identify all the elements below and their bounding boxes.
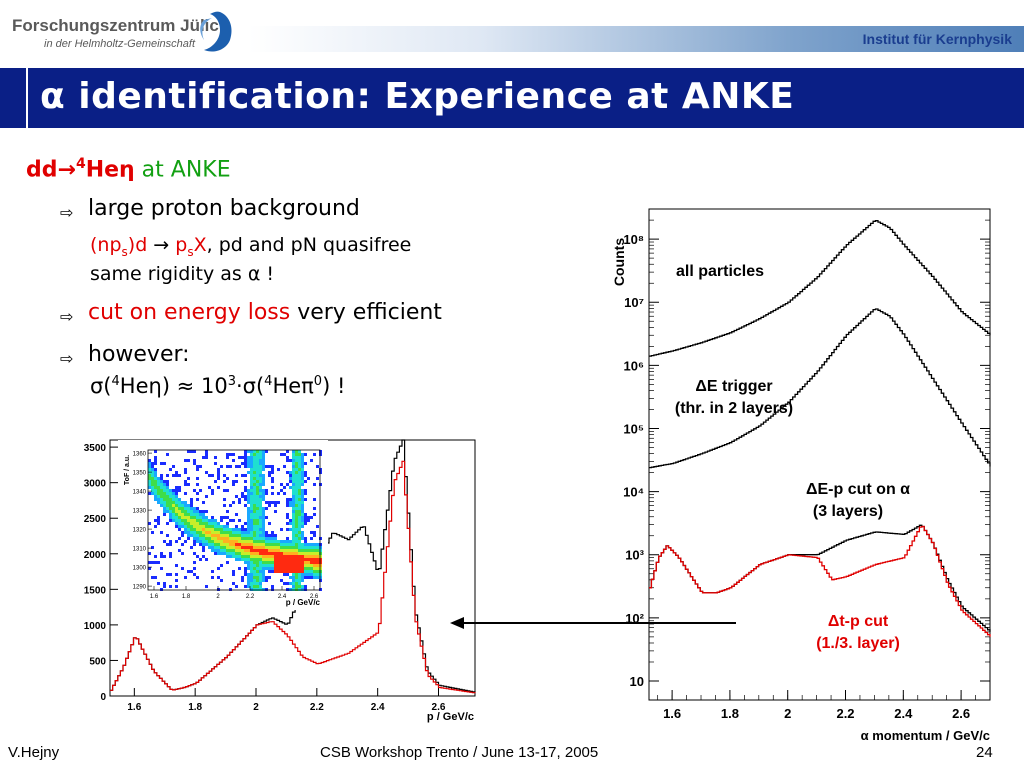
heat-xtick-label: 1.6 <box>150 594 159 600</box>
series-label-dtp-cut-2: (1./3. layer) <box>816 635 900 652</box>
log-ytick-label: 10⁸ <box>623 232 644 247</box>
log-series-line-3 <box>649 525 991 637</box>
title-bar-accent <box>0 68 28 128</box>
heat-xtick-label: 1.8 <box>182 594 191 600</box>
bullet-energy-loss: cut on energy loss very efficient <box>88 300 442 325</box>
log-ytick-label: 10³ <box>625 548 644 563</box>
footer-page-number: 24 <box>976 744 993 761</box>
fz-logo-icon <box>200 11 232 52</box>
lin-series-line-1 <box>110 460 476 694</box>
lin-ytick-label: 2500 <box>84 514 107 525</box>
heat-ytick-label: 1330 <box>133 509 147 515</box>
log-ytick-label: 10⁵ <box>623 421 644 436</box>
bullet-arrow-icon: ⇨ <box>60 349 74 368</box>
heat-xtick-label: 2.6 <box>310 594 319 600</box>
bullet-arrow-icon: ⇨ <box>60 203 74 222</box>
lin-ytick-label: 0 <box>100 692 106 703</box>
log-ytick-label: 10⁶ <box>624 358 644 373</box>
log-xtick-label: 2.6 <box>952 706 970 721</box>
log-ytick-label: 10 <box>630 674 644 689</box>
heat-ytick-label: 1310 <box>133 547 147 553</box>
heat-ytick-label: 1340 <box>133 490 147 496</box>
subbullet-same-rigidity: same rigidity as α ! <box>90 263 275 285</box>
footer-author: V.Hejny <box>8 744 60 761</box>
lin-xtick-label: 1.8 <box>188 702 202 713</box>
bullet-however: however: <box>88 342 190 367</box>
heat-ytick-label: 1350 <box>133 471 147 477</box>
lin-ytick-label: 3000 <box>84 479 107 490</box>
log-series-line-1 <box>649 308 991 469</box>
heat-xtick-label: 2.4 <box>278 594 287 600</box>
lin-xtick-label: 1.6 <box>127 702 141 713</box>
lin-xlabel: p / GeV/c <box>427 711 474 723</box>
heat-ytick-label: 1320 <box>133 528 147 534</box>
org-logo-text: Forschungszentrum Jülich <box>12 16 230 35</box>
heat-ytick-label: 1360 <box>133 452 147 458</box>
lin-ytick-label: 2000 <box>84 550 107 561</box>
series-label-all-particles: all particles <box>676 263 764 280</box>
linear-momentum-chart: 0 500 1000 1500 2000 2500 3000 3500 1.6 1.8 2 2.2 2… <box>84 439 476 723</box>
log-xlabel: α momentum / GeV/c <box>861 728 990 743</box>
lin-ytick-label: 1500 <box>84 585 107 596</box>
heat-xtick-label: 2 <box>216 594 220 600</box>
log-ytick-label: 10⁴ <box>623 485 644 500</box>
title-bar <box>0 68 1024 128</box>
heat-ytick-label: 1300 <box>133 566 147 572</box>
log-series-line-0 <box>649 220 991 357</box>
log-xtick-label: 2 <box>784 706 791 721</box>
log-xtick-label: 1.8 <box>721 706 739 721</box>
lin-ytick-label: 1000 <box>84 621 107 632</box>
reaction-heading: dd→4Heη at ANKE <box>26 156 231 183</box>
footer-event: CSB Workshop Trento / June 13-17, 2005 <box>320 744 599 761</box>
bullet-arrow-icon: ⇨ <box>60 307 74 326</box>
header-gradient-bar <box>248 26 1024 52</box>
lin-xtick-label: 2 <box>253 702 259 713</box>
slide-title: α identification: Experience at ANKE <box>40 76 795 117</box>
lin-xtick-label: 2.2 <box>310 702 324 713</box>
log-ylabel: Counts <box>611 238 627 286</box>
lin-xtick-label: 2.4 <box>371 702 385 713</box>
log-xtick-label: 1.6 <box>663 706 681 721</box>
bullet-large-proton-background: large proton background <box>88 196 360 221</box>
heat-ytick-label: 1290 <box>133 585 147 591</box>
lin-xtick-label: 2.6 <box>432 702 446 713</box>
heat-xtick-label: 2.2 <box>246 594 255 600</box>
series-label-dep-cut: ΔE-p cut on α <box>806 481 910 498</box>
log-xtick-label: 2.2 <box>836 706 854 721</box>
heat-ylabel: ToF / a.u. <box>124 455 131 485</box>
subbullet-quasifree: (nps)d → psX, pd and pN quasifree <box>90 234 412 259</box>
tof-heatmap-inset: 1290 1300 1310 1320 1330 1340 1350 1360 1.6 1.8 2… <box>118 440 328 610</box>
cross-section-ratio: σ(4Heη) ≈ 103·σ(4Heπ0) ! <box>90 374 346 398</box>
pointer-arrow-icon <box>450 617 736 629</box>
series-label-dep-cut-2: (3 layers) <box>813 503 883 520</box>
lin-ytick-label: 500 <box>89 656 106 667</box>
institute-name: Institut für Kernphysik <box>862 31 1012 47</box>
org-logo-subtext: in der Helmholtz-Gemeinschaft <box>44 38 196 50</box>
log-xtick-label: 2.4 <box>894 706 913 721</box>
series-label-dtp-cut: Δt-p cut <box>828 613 889 630</box>
log-ytick-label: 10⁷ <box>624 295 644 310</box>
series-label-de-trigger: ΔE trigger <box>695 378 772 395</box>
lin-ytick-label: 3500 <box>84 443 107 454</box>
series-label-de-trigger-2: (thr. in 2 layers) <box>675 400 793 417</box>
heat-xlabel: p / GeV/c <box>286 598 321 607</box>
